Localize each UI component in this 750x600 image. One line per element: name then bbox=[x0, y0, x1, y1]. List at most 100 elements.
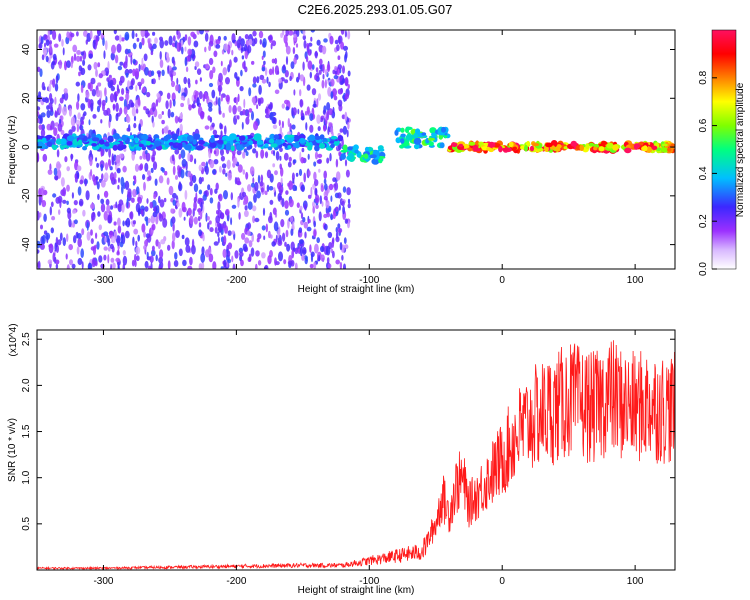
spectrogram-noise-speck bbox=[131, 151, 135, 161]
spectrogram-noise-speck bbox=[342, 65, 345, 74]
spectrogram-noise-speck bbox=[207, 184, 211, 191]
spectrogram-noise-speck bbox=[70, 61, 74, 69]
spectrogram-noise-speck bbox=[219, 122, 223, 130]
spectrogram-noise-speck bbox=[103, 254, 107, 261]
snr-y-tick-label: 0.5 bbox=[21, 516, 32, 530]
spectrogram-noise-speck bbox=[309, 71, 312, 79]
spectrogram-noise-speck bbox=[58, 118, 62, 125]
spectrogram-noise-speck bbox=[92, 245, 97, 256]
spectrogram-band-cell bbox=[329, 140, 335, 144]
spectrogram-noise-speck bbox=[193, 183, 199, 193]
spectrogram-noise-speck bbox=[255, 250, 260, 257]
spectrogram-noise-speck bbox=[252, 76, 257, 84]
spectrogram-noise-speck bbox=[66, 207, 71, 214]
spectrogram-noise-speck bbox=[110, 52, 116, 61]
spectrogram-noise-speck bbox=[202, 194, 207, 201]
spectrogram-band-cell bbox=[660, 146, 669, 153]
spectrogram-noise-speck bbox=[45, 55, 49, 63]
spectrogram-noise-speck bbox=[302, 61, 305, 71]
spectrogram-noise-speck bbox=[268, 186, 274, 191]
spectrogram-noise-speck bbox=[107, 214, 112, 224]
spectrogram-band-cell bbox=[588, 142, 595, 147]
snr-y-tick-label: 1.5 bbox=[21, 424, 32, 438]
spectrogram-noise-speck bbox=[175, 204, 177, 210]
spectrogram-noise-speck bbox=[40, 112, 46, 118]
spectrogram-band-cell bbox=[165, 134, 172, 140]
snr-y-ticks: 0.5 1.0 1.5 2.0 2.5 bbox=[21, 332, 675, 531]
spectrogram-band-cell bbox=[400, 138, 405, 144]
spectrogram-noise-speck bbox=[257, 174, 261, 184]
spectrogram-noise-speck bbox=[152, 211, 158, 218]
spectrogram-noise-speck bbox=[174, 115, 179, 124]
spectrogram-noise-speck bbox=[337, 227, 343, 234]
spectrogram-band-cell bbox=[222, 140, 228, 145]
spectrogram-noise-speck bbox=[116, 168, 121, 174]
spectrogram-noise-speck bbox=[170, 111, 175, 118]
snr-frame bbox=[36, 329, 676, 571]
spectrogram-noise-speck bbox=[231, 204, 237, 209]
spectrogram-band-cell bbox=[501, 147, 509, 151]
spectrogram-band-cell bbox=[113, 133, 120, 140]
spectrogram-noise-speck bbox=[123, 98, 127, 109]
spectrogram-noise-speck bbox=[226, 159, 231, 170]
spectrogram-band-cell bbox=[248, 140, 253, 146]
spectrogram-noise-speck bbox=[222, 67, 228, 76]
spectrogram-y-tick-label: 0 bbox=[21, 144, 32, 150]
spectrogram-noise-speck bbox=[150, 167, 154, 174]
spectrogram-noise-speck bbox=[133, 115, 137, 122]
spectrogram-noise-speck bbox=[299, 205, 303, 211]
spectrogram-noise-speck bbox=[269, 211, 273, 221]
spectrogram-noise-speck bbox=[303, 221, 308, 229]
spectrogram-noise-speck bbox=[332, 177, 337, 183]
spectrogram-noise-speck bbox=[214, 226, 218, 234]
spectrogram-noise-speck bbox=[139, 163, 144, 171]
spectrogram-noise-speck bbox=[262, 207, 266, 216]
spectrogram-noise-speck bbox=[272, 66, 275, 76]
spectrogram-noise-speck bbox=[287, 219, 290, 229]
spectrogram-noise-speck bbox=[199, 77, 202, 82]
spectrogram-noise-speck bbox=[90, 203, 95, 210]
spectrogram-noise-speck bbox=[134, 68, 140, 78]
spectrogram-noise-speck bbox=[77, 186, 82, 196]
spectrogram-noise-speck bbox=[284, 99, 289, 105]
spectrogram-noise-speck bbox=[271, 40, 277, 47]
spectrogram-noise-speck bbox=[213, 241, 219, 246]
spectrogram-noise-speck bbox=[341, 200, 345, 207]
spectrogram-noise-speck bbox=[138, 42, 143, 50]
spectrogram-noise-speck bbox=[85, 190, 90, 201]
spectrogram-noise-speck bbox=[55, 161, 61, 171]
spectrogram-noise-speck bbox=[307, 219, 311, 224]
spectrogram-noise-speck bbox=[141, 86, 146, 94]
colorbar-tick-label: 0.8 bbox=[698, 70, 709, 84]
spectrogram-noise-speck bbox=[73, 235, 77, 244]
spectrogram-noise-speck bbox=[126, 127, 131, 132]
spectrogram-noise-speck bbox=[249, 166, 255, 176]
spectrogram-noise-speck bbox=[330, 195, 333, 202]
spectrogram-noise-speck bbox=[122, 263, 126, 269]
spectrogram-band-cell bbox=[256, 140, 264, 145]
spectrogram-noise-speck bbox=[272, 124, 278, 129]
spectrogram-noise-speck bbox=[287, 161, 292, 168]
spectrogram-noise-speck bbox=[90, 169, 93, 177]
spectrogram-noise-speck bbox=[278, 78, 282, 84]
spectrogram-noise-speck bbox=[146, 233, 152, 243]
spectrogram-band-cell bbox=[666, 147, 672, 152]
spectrogram-noise-speck bbox=[167, 260, 171, 269]
spectrogram-band-cell bbox=[347, 146, 353, 151]
spectrogram-noise-speck bbox=[204, 46, 207, 53]
spectrogram-noise-speck bbox=[259, 181, 264, 187]
spectrogram-noise-speck bbox=[69, 259, 73, 266]
spectrogram-noise-speck bbox=[160, 261, 164, 269]
spectrogram-noise-speck bbox=[37, 66, 41, 72]
spectrogram-band-cell bbox=[439, 142, 445, 149]
spectrogram-noise-speck bbox=[42, 46, 48, 56]
spectrogram-band-cell bbox=[487, 141, 496, 148]
spectrogram-noise-speck bbox=[155, 99, 159, 107]
spectrogram-noise-speck bbox=[172, 99, 176, 107]
spectrogram-noise-speck bbox=[295, 172, 299, 177]
spectrogram-noise-speck bbox=[143, 106, 147, 111]
spectrogram-noise-speck bbox=[314, 151, 319, 160]
spectrogram-noise-speck bbox=[145, 218, 149, 226]
spectrogram-noise-speck bbox=[207, 102, 213, 108]
spectrogram-band-cell bbox=[354, 149, 359, 154]
